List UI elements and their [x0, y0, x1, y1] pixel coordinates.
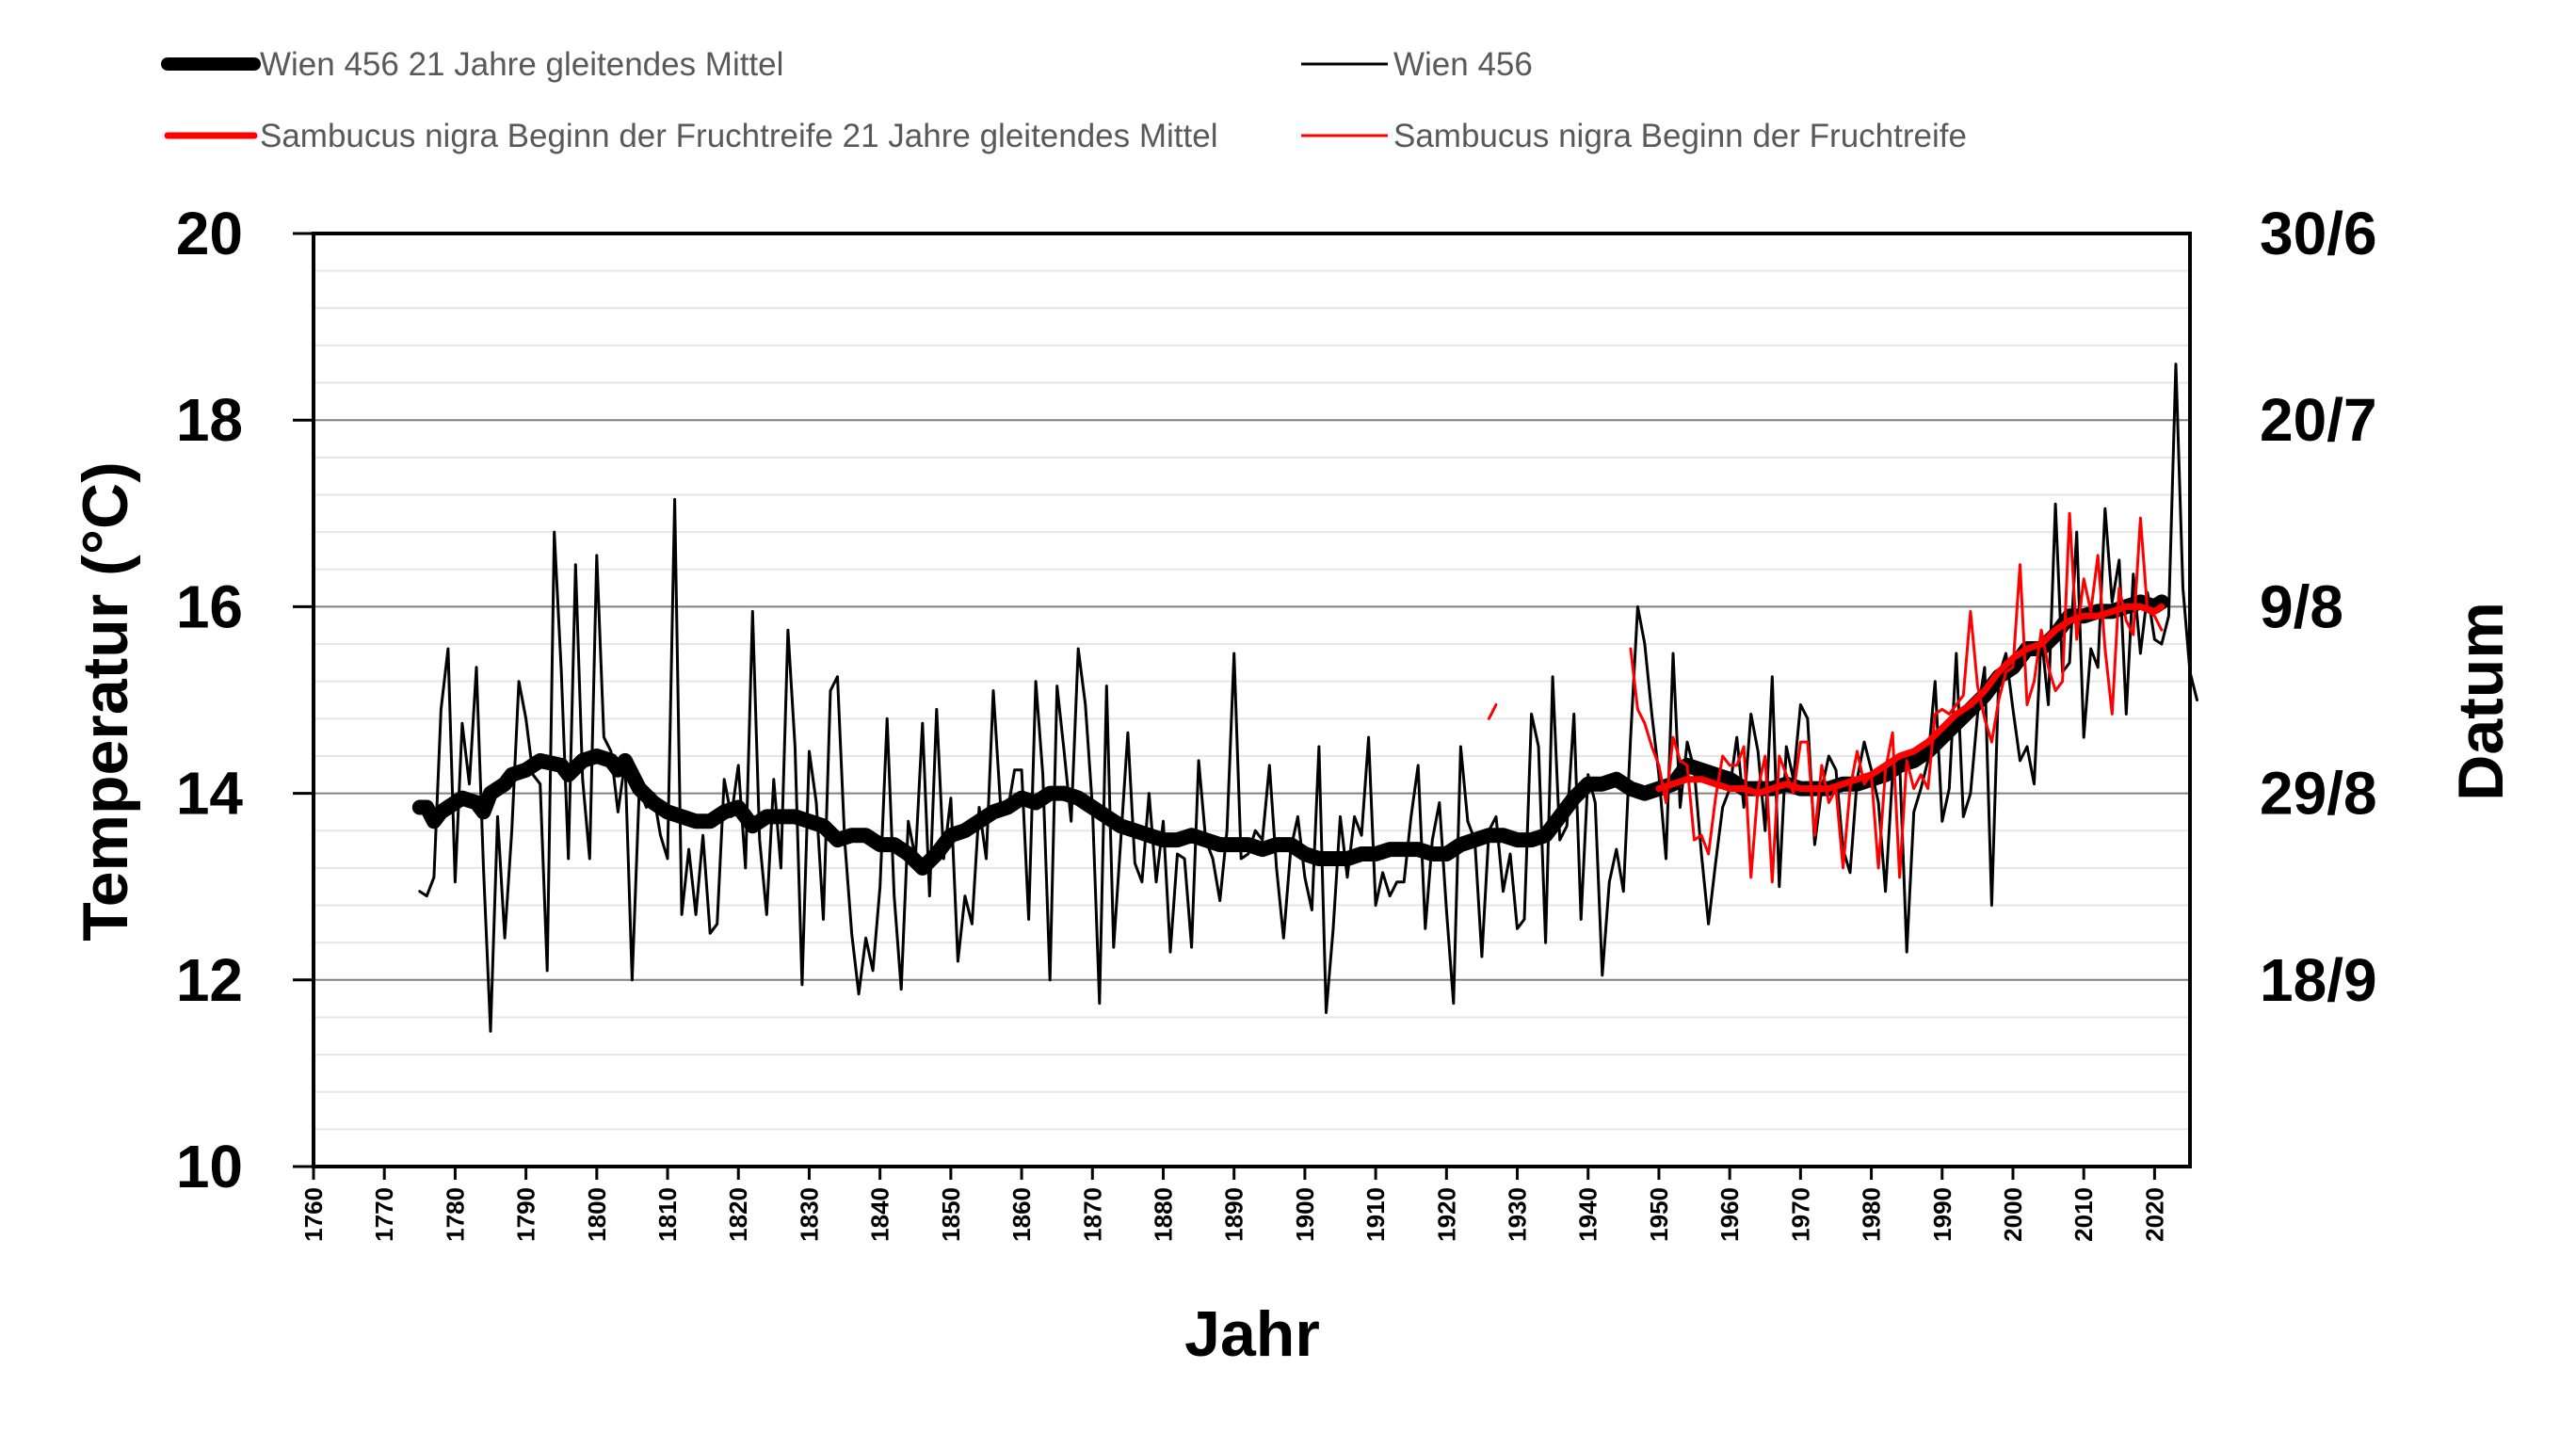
y-tick-label: 10 [176, 1133, 243, 1200]
y2-tick-label: 18/9 [2260, 946, 2377, 1014]
x-tick-label: 2010 [2069, 1187, 2098, 1242]
x-tick-label: 1820 [724, 1187, 752, 1242]
y2-tick-label: 29/8 [2260, 760, 2377, 828]
x-tick-label: 1780 [441, 1187, 469, 1242]
x-tick-label: 1930 [1504, 1187, 1532, 1242]
series-layer [411, 362, 2198, 1033]
legend-label: Sambucus nigra Beginn der Fruchtreife [1393, 118, 1967, 154]
legend-label: Sambucus nigra Beginn der Fruchtreife 21… [260, 118, 1218, 154]
x-tick-label: 1810 [653, 1187, 682, 1242]
legend: Wien 456 21 Jahre gleitendes Mittel Wien… [161, 46, 1967, 154]
y-tick-label: 12 [176, 946, 243, 1014]
x-tick-label: 1890 [1220, 1187, 1248, 1242]
x-tick-label: 1770 [370, 1187, 398, 1242]
legend-item-wien: Wien 456 [1301, 46, 1533, 83]
x-tick-label: 1860 [1007, 1187, 1036, 1242]
y-axis-title: Temperatur (°C) [70, 461, 141, 942]
x-tick-label: 2020 [2140, 1187, 2168, 1242]
x-tick-label: 1910 [1361, 1187, 1390, 1242]
legend-item-sambucus-mean: Sambucus nigra Beginn der Fruchtreife 21… [164, 118, 1218, 154]
x-tick-label: 2000 [1999, 1187, 2027, 1242]
x-tick-label: 1760 [299, 1187, 328, 1242]
legend-item-sambucus: Sambucus nigra Beginn der Fruchtreife [1301, 118, 1967, 154]
y-tick-label: 14 [176, 760, 244, 828]
x-tick-label: 1960 [1715, 1187, 1744, 1242]
x-tick-label: 1840 [866, 1187, 894, 1242]
x-tick-label: 1940 [1574, 1187, 1602, 1242]
series-sambucus-nigra-beginn-der-fruchtreife-21-jahre-gleitendes-mittel [1655, 603, 2165, 797]
y2-tick-label: 20/7 [2260, 386, 2377, 454]
x-tick-label: 1850 [937, 1187, 965, 1242]
x-tick-label: 1880 [1149, 1187, 1177, 1242]
series-wien-456 [418, 362, 2198, 1033]
y2-axis-title: Datum [2445, 602, 2517, 801]
y-tick-label: 20 [176, 200, 243, 267]
y-axis-right: 30/6 20/7 9/8 29/8 18/9 [2260, 200, 2377, 1014]
x-tick-label: 1800 [583, 1187, 611, 1242]
y-tick-label: 16 [176, 572, 243, 640]
x-tick-label: 1830 [795, 1187, 823, 1242]
y2-tick-label: 9/8 [2260, 572, 2343, 640]
x-axis-title: Jahr [1184, 1298, 1320, 1370]
series-sambucus-nigra-beginn-der-fruchtreife [1487, 511, 2164, 884]
x-tick-label: 1950 [1645, 1187, 1673, 1242]
legend-label: Wien 456 [1393, 46, 1533, 83]
plot-area-frame [312, 232, 2192, 1168]
y-axis-left: 10 12 14 16 18 20 [176, 200, 314, 1200]
legend-item-wien-mean: Wien 456 21 Jahre gleitendes Mittel [161, 46, 783, 83]
x-tick-label: 1900 [1291, 1187, 1319, 1242]
legend-label: Wien 456 21 Jahre gleitendes Mittel [260, 46, 783, 83]
x-tick-label: 1870 [1078, 1187, 1106, 1242]
y2-tick-label: 30/6 [2260, 200, 2377, 267]
x-axis: 1760 1770 1780 1790 1800 1810 1820 1830 1840 1850… [299, 1167, 2168, 1242]
x-tick-label: 1990 [1928, 1187, 1956, 1242]
x-tick-label: 1920 [1432, 1187, 1460, 1242]
x-tick-label: 1980 [1858, 1187, 1886, 1242]
x-tick-label: 1970 [1786, 1187, 1814, 1242]
y-tick-label: 18 [176, 386, 243, 454]
x-tick-label: 1790 [512, 1187, 540, 1242]
